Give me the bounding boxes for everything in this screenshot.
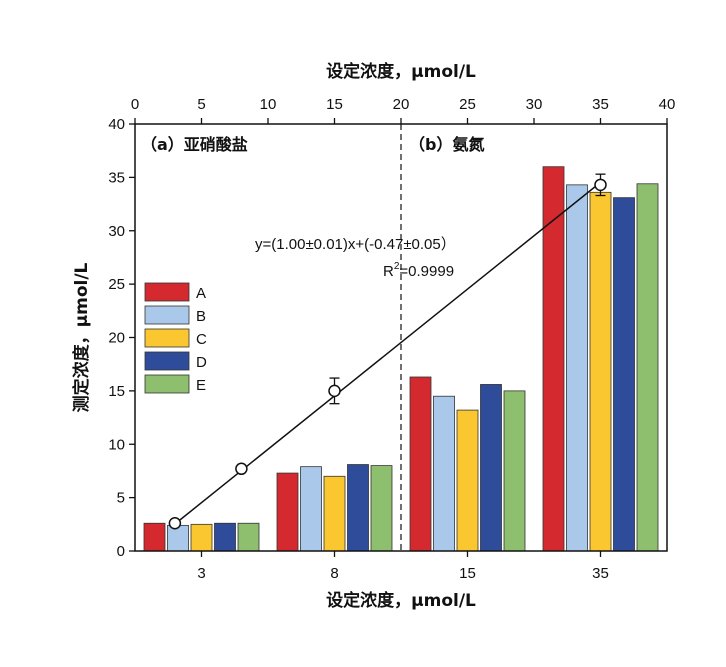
panel-label-b: （b）氨氮 — [409, 135, 484, 154]
top-x-tick-label: 15 — [326, 96, 343, 113]
top-x-tick-label: 40 — [659, 96, 676, 113]
y-axis-title: 测定浓度，μmol/L — [71, 262, 92, 412]
legend-label-c: C — [196, 331, 207, 348]
bottom-x-tick-label: 35 — [592, 565, 609, 582]
data-point — [168, 516, 182, 530]
bar-b-8 — [300, 466, 322, 552]
fit-r2: R2=0.9999 — [383, 261, 454, 280]
y-tick-label: 35 — [108, 169, 125, 186]
data-point — [328, 384, 341, 398]
bar-c-3 — [190, 523, 213, 552]
panel-label-a: （a）亚硝酸盐 — [141, 135, 248, 154]
data-point — [235, 462, 248, 476]
bar-a-3 — [143, 522, 166, 552]
top-x-tick-label: 10 — [260, 96, 277, 113]
bar-a-35 — [542, 166, 565, 552]
bar-e-3 — [237, 522, 260, 552]
bar-d-15 — [480, 384, 502, 552]
legend-swatch-a — [144, 282, 190, 302]
bar-c-15 — [456, 409, 479, 552]
legend-swatch-b — [144, 305, 190, 325]
y-tick-label: 5 — [117, 490, 125, 507]
bar-c-35 — [589, 191, 612, 552]
y-tick-label: 20 — [108, 330, 125, 347]
top-x-tick-label: 30 — [526, 96, 543, 113]
legend-label-a: A — [196, 285, 206, 302]
bar-e-15 — [503, 390, 526, 552]
bar-b-35 — [566, 184, 588, 552]
y-tick-label: 15 — [108, 383, 125, 400]
bottom-x-tick-label: 8 — [330, 565, 338, 582]
legend-label-d: D — [196, 354, 207, 371]
bar-e-35 — [636, 183, 659, 552]
y-tick-label: 30 — [108, 223, 125, 240]
legend-swatch-c — [144, 328, 190, 348]
bottom-x-tick-label: 3 — [197, 565, 205, 582]
bar-b-3 — [167, 524, 189, 552]
fit-equation: y=(1.00±0.01)x+(-0.47±0.05） — [255, 236, 456, 253]
bottom-axis-title: 设定浓度，μmol/L — [326, 590, 476, 611]
r2-prefix: R — [383, 263, 394, 280]
legend-label-e: E — [196, 377, 206, 394]
top-x-tick-label: 25 — [459, 96, 476, 113]
legend-swatch-d — [144, 351, 190, 371]
bar-a-15 — [409, 376, 432, 552]
bottom-x-tick-label: 15 — [459, 565, 476, 582]
bar-d-3 — [214, 522, 236, 552]
top-x-tick-label: 0 — [131, 96, 139, 113]
bar-d-35 — [613, 197, 635, 552]
top-x-tick-label: 5 — [197, 96, 205, 113]
y-tick-label: 0 — [117, 543, 125, 560]
y-tick-label: 25 — [108, 276, 125, 293]
top-x-tick-label: 20 — [393, 96, 410, 113]
bar-c-8 — [323, 475, 346, 552]
r2-value: =0.9999 — [399, 263, 454, 280]
legend-swatch-e — [144, 374, 190, 394]
top-x-tick-label: 35 — [592, 96, 609, 113]
bar-a-8 — [276, 472, 299, 552]
bar-d-8 — [347, 464, 369, 552]
r2-superscript: 2 — [394, 261, 400, 272]
legend-label-b: B — [196, 308, 206, 325]
y-tick-label: 40 — [108, 116, 125, 133]
bar-b-15 — [433, 395, 455, 552]
y-tick-label: 10 — [108, 436, 125, 453]
data-point — [594, 178, 607, 192]
bar-e-8 — [370, 465, 393, 552]
top-axis-title: 设定浓度，μmol/L — [326, 61, 476, 82]
